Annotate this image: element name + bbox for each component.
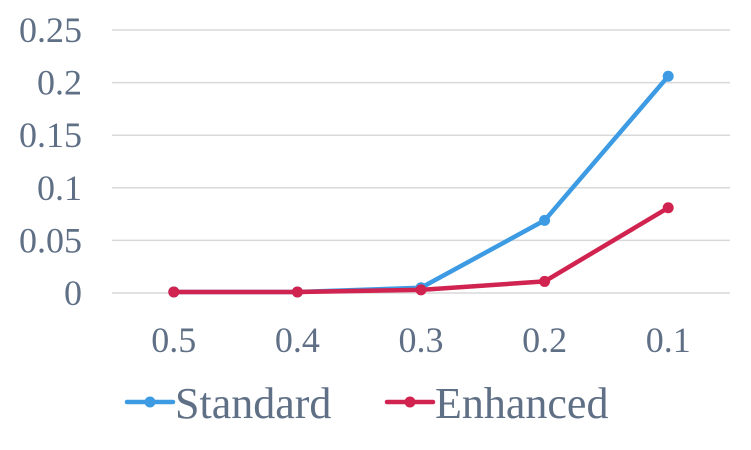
data-point (415, 284, 427, 296)
x-tick-label: 0.1 (646, 320, 691, 360)
data-point (539, 214, 551, 226)
legend-item-enhanced: Enhanced (384, 379, 608, 428)
data-point (168, 286, 180, 298)
data-point (291, 286, 303, 298)
y-tick-label: 0.15 (19, 115, 82, 155)
x-tick-label: 0.4 (275, 320, 320, 360)
x-tick-label: 0.5 (151, 320, 196, 360)
series-enhanced (168, 202, 674, 298)
series-line (171, 205, 671, 295)
x-tick-label: 0.2 (522, 320, 567, 360)
series-layer (168, 70, 674, 298)
legend-point-marker (404, 396, 416, 408)
x-tick-label: 0.3 (399, 320, 444, 360)
y-tick-label: 0.25 (19, 10, 82, 50)
legend-label: Enhanced (435, 379, 608, 428)
y-tick-label: 0 (64, 273, 82, 313)
series-line (171, 74, 671, 295)
series-standard (168, 70, 674, 298)
legend-point-marker (144, 396, 156, 408)
data-point (662, 70, 674, 82)
data-point (662, 202, 674, 214)
y-axis-tick-labels: 0 0.05 0.1 0.15 0.2 0.25 (19, 10, 82, 313)
gridlines (112, 29, 730, 294)
legend: Standard Enhanced (124, 379, 608, 428)
y-tick-label: 0.05 (19, 220, 82, 260)
data-point (539, 275, 551, 287)
y-tick-label: 0.2 (37, 63, 82, 103)
legend-label: Standard (175, 379, 331, 428)
x-axis-tick-labels: 0.5 0.4 0.3 0.2 0.1 (151, 320, 690, 360)
legend-item-standard: Standard (124, 379, 331, 428)
y-tick-label: 0.1 (37, 168, 82, 208)
